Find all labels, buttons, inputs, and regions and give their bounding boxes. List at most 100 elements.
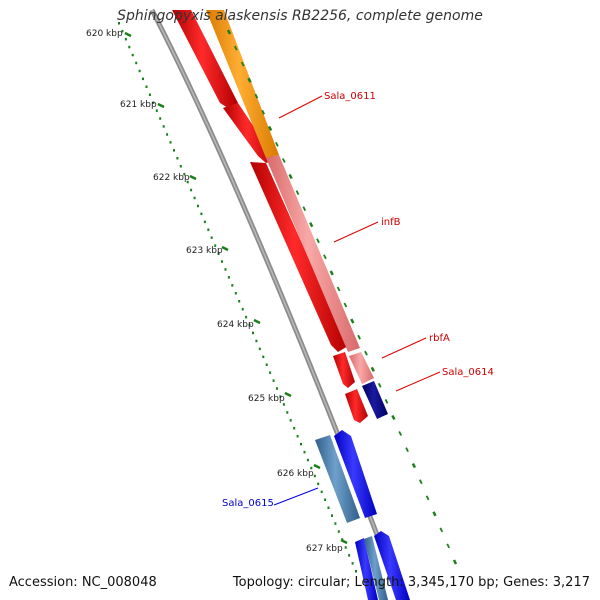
outer-tick bbox=[370, 366, 375, 372]
gene-label-sala-0611[interactable]: Sala_0611 bbox=[324, 91, 376, 102]
gene-label-rbfa[interactable]: rbfA bbox=[429, 333, 450, 344]
minor-tick bbox=[348, 554, 351, 557]
minor-tick bbox=[344, 546, 347, 549]
minor-tick bbox=[179, 165, 182, 168]
minor-tick bbox=[173, 149, 175, 152]
outer-tick bbox=[247, 77, 252, 83]
minor-tick bbox=[324, 498, 327, 501]
callout-sala-0611[interactable]: Sala_0611 bbox=[278, 91, 376, 119]
minor-tick bbox=[190, 188, 193, 192]
minor-tick bbox=[258, 347, 261, 351]
outer-tick bbox=[391, 414, 396, 421]
scale-tick: 627 kbp bbox=[306, 538, 348, 554]
outer-tick bbox=[261, 109, 266, 115]
minor-tick bbox=[193, 196, 196, 200]
minor-tick bbox=[234, 292, 237, 295]
minor-tick bbox=[152, 101, 155, 104]
tick-label: 620 kbp bbox=[86, 29, 123, 39]
minor-tick bbox=[334, 522, 337, 525]
minor-tick bbox=[248, 323, 251, 327]
minor-tick bbox=[303, 450, 306, 454]
gene-steel-2 bbox=[364, 536, 388, 600]
minor-tick bbox=[162, 125, 165, 128]
outer-tick bbox=[446, 543, 451, 549]
gene-red-top bbox=[172, 10, 238, 108]
minor-tick bbox=[231, 284, 234, 287]
minor-tick bbox=[128, 45, 131, 49]
outer-tick bbox=[226, 29, 232, 35]
gene-red-rbfa bbox=[333, 352, 355, 388]
gene-pink-rbfa bbox=[349, 352, 374, 384]
outer-tick bbox=[418, 479, 423, 485]
minor-tick bbox=[166, 133, 169, 136]
callout-sala-0615[interactable]: Sala_0615 bbox=[222, 487, 319, 509]
minor-tick bbox=[197, 204, 199, 208]
gene-label-infb[interactable]: infB bbox=[381, 217, 401, 228]
minor-tick bbox=[296, 435, 299, 438]
outer-tick bbox=[398, 431, 403, 436]
outer-tick bbox=[364, 350, 368, 356]
minor-tick bbox=[203, 220, 206, 224]
scale-tick: 626 kbp bbox=[277, 463, 321, 479]
gene-callouts: Sala_0611 infB rbfA Sala_0614 Sala_0615 bbox=[222, 91, 494, 509]
minor-tick bbox=[255, 339, 258, 343]
gene-pink-infb bbox=[266, 155, 360, 352]
map-title: Sphingopyxis alaskensis RB2256, complete… bbox=[117, 8, 483, 24]
gene-red-sala-0614 bbox=[345, 389, 368, 423]
outer-tick bbox=[452, 559, 458, 565]
tick-label: 624 kbp bbox=[217, 320, 254, 330]
minor-tick bbox=[313, 474, 316, 478]
gene-label-sala-0615[interactable]: Sala_0615 bbox=[222, 498, 274, 509]
callout-rbfa[interactable]: rbfA bbox=[381, 333, 450, 359]
minor-tick bbox=[214, 244, 217, 247]
minor-tick bbox=[183, 172, 186, 176]
minor-tick bbox=[300, 442, 302, 446]
scale-tick: 625 kbp bbox=[248, 391, 292, 404]
outer-tick bbox=[233, 45, 238, 51]
outer-tick bbox=[439, 527, 444, 533]
minor-tick bbox=[317, 482, 320, 486]
outer-tick bbox=[336, 286, 341, 292]
gene-steel-sala-0615 bbox=[315, 435, 360, 523]
gene-red-infb bbox=[250, 162, 348, 352]
tick-label: 625 kbp bbox=[248, 394, 285, 404]
callout-sala-0614[interactable]: Sala_0614 bbox=[395, 367, 494, 392]
minor-tick bbox=[186, 180, 189, 184]
outer-tick bbox=[288, 173, 293, 180]
outer-tick bbox=[281, 158, 286, 163]
minor-tick bbox=[262, 355, 265, 359]
minor-tick bbox=[217, 252, 220, 255]
outer-tick bbox=[411, 463, 417, 469]
callout-infb[interactable]: infB bbox=[333, 217, 401, 243]
minor-tick bbox=[227, 276, 230, 279]
minor-tick bbox=[169, 141, 172, 144]
minor-tick bbox=[286, 411, 289, 414]
minor-tick bbox=[289, 419, 292, 422]
minor-tick bbox=[200, 212, 203, 216]
genome-summary: Topology: circular; Length: 3,345,170 bp… bbox=[232, 575, 590, 590]
minor-tick bbox=[224, 268, 227, 271]
minor-tick bbox=[355, 570, 357, 573]
minor-tick bbox=[351, 562, 354, 565]
accession-text: Accession: NC_008048 bbox=[9, 575, 157, 590]
outer-tick bbox=[240, 61, 245, 67]
outer-tick bbox=[309, 222, 314, 228]
scale-tick: 621 kbp bbox=[120, 100, 165, 110]
minor-tick bbox=[310, 466, 313, 470]
minor-tick bbox=[241, 307, 244, 311]
minor-tick bbox=[265, 363, 268, 366]
minor-tick bbox=[135, 61, 138, 65]
gene-label-sala-0614[interactable]: Sala_0614 bbox=[442, 367, 494, 378]
gene-orange bbox=[206, 10, 279, 158]
minor-tick bbox=[155, 109, 158, 112]
outer-tick bbox=[384, 398, 389, 404]
minor-tick bbox=[121, 29, 124, 33]
minor-tick bbox=[269, 371, 272, 374]
feature-track-forward bbox=[315, 430, 410, 600]
gene-blue-2 bbox=[355, 538, 378, 600]
outer-tick bbox=[267, 125, 273, 131]
minor-tick bbox=[142, 77, 144, 81]
minor-tick bbox=[176, 157, 179, 160]
minor-tick bbox=[252, 331, 254, 335]
outer-tick-track bbox=[226, 29, 458, 565]
